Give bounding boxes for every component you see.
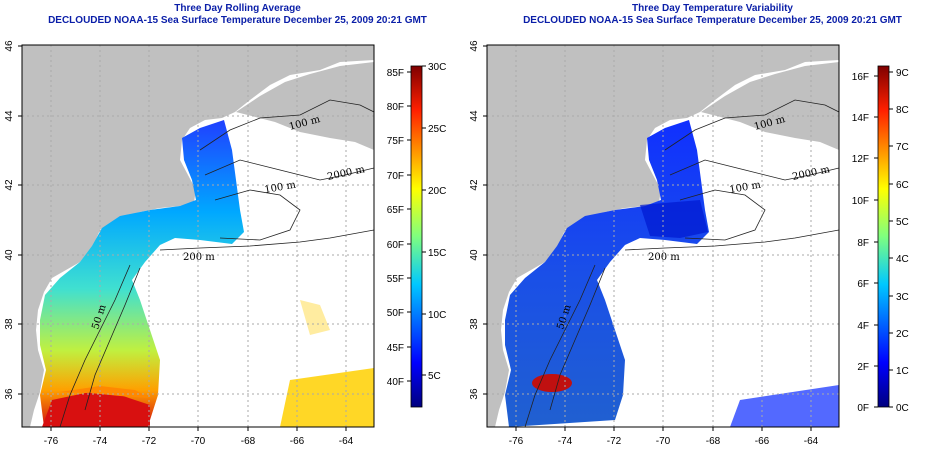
y-tick-label: 42 bbox=[469, 179, 480, 191]
left-map: 100 m 100 m 200 m 2000 m 50 m bbox=[22, 45, 374, 427]
colorbar-f-label: 50F bbox=[387, 308, 404, 319]
isobath-contours bbox=[59, 99, 374, 427]
x-tick-label: -70 bbox=[656, 436, 671, 447]
x-tick-label: -74 bbox=[558, 436, 573, 447]
colorbar-f-label: 4F bbox=[857, 321, 869, 332]
y-tick-label: 44 bbox=[469, 110, 480, 122]
right-y-axis: 46 44 42 40 38 36 bbox=[469, 40, 487, 400]
colorbar-c-label: 20C bbox=[428, 186, 446, 197]
colorbar-c-label: 25C bbox=[428, 124, 446, 135]
colorbar-c-label: 7C bbox=[896, 142, 909, 153]
colorbar-c-label: 3C bbox=[896, 292, 909, 303]
right-x-axis: -76 -74 -72 -70 -68 -66 -64 bbox=[509, 427, 819, 447]
land-mass bbox=[22, 45, 374, 427]
y-tick-label: 46 bbox=[469, 40, 480, 52]
isobath-label: 200 m bbox=[183, 252, 215, 263]
colorbar-c-label: 0C bbox=[896, 403, 909, 414]
colorbar-c-label: 5C bbox=[428, 371, 441, 382]
x-tick-label: -68 bbox=[241, 436, 256, 447]
isobath-label: 200 m bbox=[648, 252, 680, 263]
right-map: 100 m 100 m 200 m 2000 m 50 m bbox=[487, 45, 839, 427]
variability-data-region bbox=[505, 120, 709, 427]
colorbar-f-label: 60F bbox=[387, 240, 404, 251]
colorbar-c-label: 9C bbox=[896, 68, 909, 79]
land-mass bbox=[487, 45, 839, 427]
colorbar-f-label: 12F bbox=[852, 154, 869, 165]
colorbar-c-label: 8C bbox=[896, 105, 909, 116]
x-tick-label: -66 bbox=[290, 436, 305, 447]
y-tick-label: 38 bbox=[4, 318, 15, 330]
x-tick-label: -64 bbox=[339, 436, 354, 447]
colorbar-f-label: 75F bbox=[387, 136, 404, 147]
sst-data-region bbox=[40, 120, 244, 427]
colorbar-c-label: 5C bbox=[896, 217, 909, 228]
colorbar-c-label: 15C bbox=[428, 248, 446, 259]
isobath-contours bbox=[524, 99, 839, 427]
y-tick-label: 44 bbox=[4, 110, 15, 122]
colorbar-f-label: 85F bbox=[387, 68, 404, 79]
colorbar-f-label: 16F bbox=[852, 72, 869, 83]
colorbar-c-label: 6C bbox=[896, 180, 909, 191]
left-y-axis: 46 44 42 40 38 36 bbox=[4, 40, 22, 400]
x-tick-label: -72 bbox=[142, 436, 157, 447]
y-tick-label: 46 bbox=[4, 40, 15, 52]
x-tick-label: -76 bbox=[44, 436, 59, 447]
colorbar-f-label: 6F bbox=[857, 279, 869, 290]
colorbar-c-label: 2C bbox=[896, 329, 909, 340]
left-x-axis: -76 -74 -72 -70 -68 -66 -64 bbox=[44, 427, 354, 447]
x-tick-label: -76 bbox=[509, 436, 524, 447]
y-tick-label: 40 bbox=[4, 249, 15, 261]
x-tick-label: -70 bbox=[191, 436, 206, 447]
x-tick-label: -72 bbox=[607, 436, 622, 447]
colorbar-c-label: 10C bbox=[428, 310, 446, 321]
left-colorbar: 85F 80F 75F 70F 65F 60F 55F 50F 45F 40F … bbox=[387, 62, 446, 408]
y-tick-label: 40 bbox=[469, 249, 480, 261]
y-tick-label: 36 bbox=[469, 388, 480, 400]
left-panel-title: Three Day Rolling Average bbox=[174, 3, 301, 14]
colorbar-f-label: 0F bbox=[857, 403, 869, 414]
colorbar-f-label: 10F bbox=[852, 196, 869, 207]
x-tick-label: -64 bbox=[804, 436, 819, 447]
x-tick-label: -74 bbox=[93, 436, 108, 447]
x-tick-label: -66 bbox=[755, 436, 770, 447]
colorbar-c-label: 4C bbox=[896, 254, 909, 265]
right-colorbar: 16F 14F 12F 10F 8F 6F 4F 2F 0F 9C 8C 7C … bbox=[852, 65, 909, 414]
high-variability-eddy bbox=[532, 374, 572, 392]
right-panel-title: Three Day Temperature Variability bbox=[632, 3, 793, 14]
land-northeast bbox=[701, 62, 839, 150]
y-tick-label: 36 bbox=[4, 388, 15, 400]
colorbar-f-label: 40F bbox=[387, 377, 404, 388]
colorbar-f-label: 2F bbox=[857, 362, 869, 373]
colorbar-c-label: 30C bbox=[428, 62, 446, 73]
x-tick-label: -68 bbox=[706, 436, 721, 447]
sst-warm-core bbox=[42, 392, 150, 427]
colorbar-f-label: 55F bbox=[387, 274, 404, 285]
colorbar-c-label: 1C bbox=[896, 366, 909, 377]
colorbar-f-label: 45F bbox=[387, 343, 404, 354]
colorbar-f-label: 8F bbox=[857, 238, 869, 249]
colorbar-f-label: 80F bbox=[387, 102, 404, 113]
colorbar-f-label: 65F bbox=[387, 205, 404, 216]
y-tick-label: 42 bbox=[4, 179, 15, 191]
colorbar-f-label: 14F bbox=[852, 113, 869, 124]
left-panel-subtitle: DECLOUDED NOAA-15 Sea Surface Temperatur… bbox=[48, 15, 427, 26]
colorbar-f-label: 70F bbox=[387, 171, 404, 182]
right-panel-subtitle: DECLOUDED NOAA-15 Sea Surface Temperatur… bbox=[523, 15, 902, 26]
y-tick-label: 38 bbox=[469, 318, 480, 330]
land-northeast bbox=[236, 62, 374, 150]
